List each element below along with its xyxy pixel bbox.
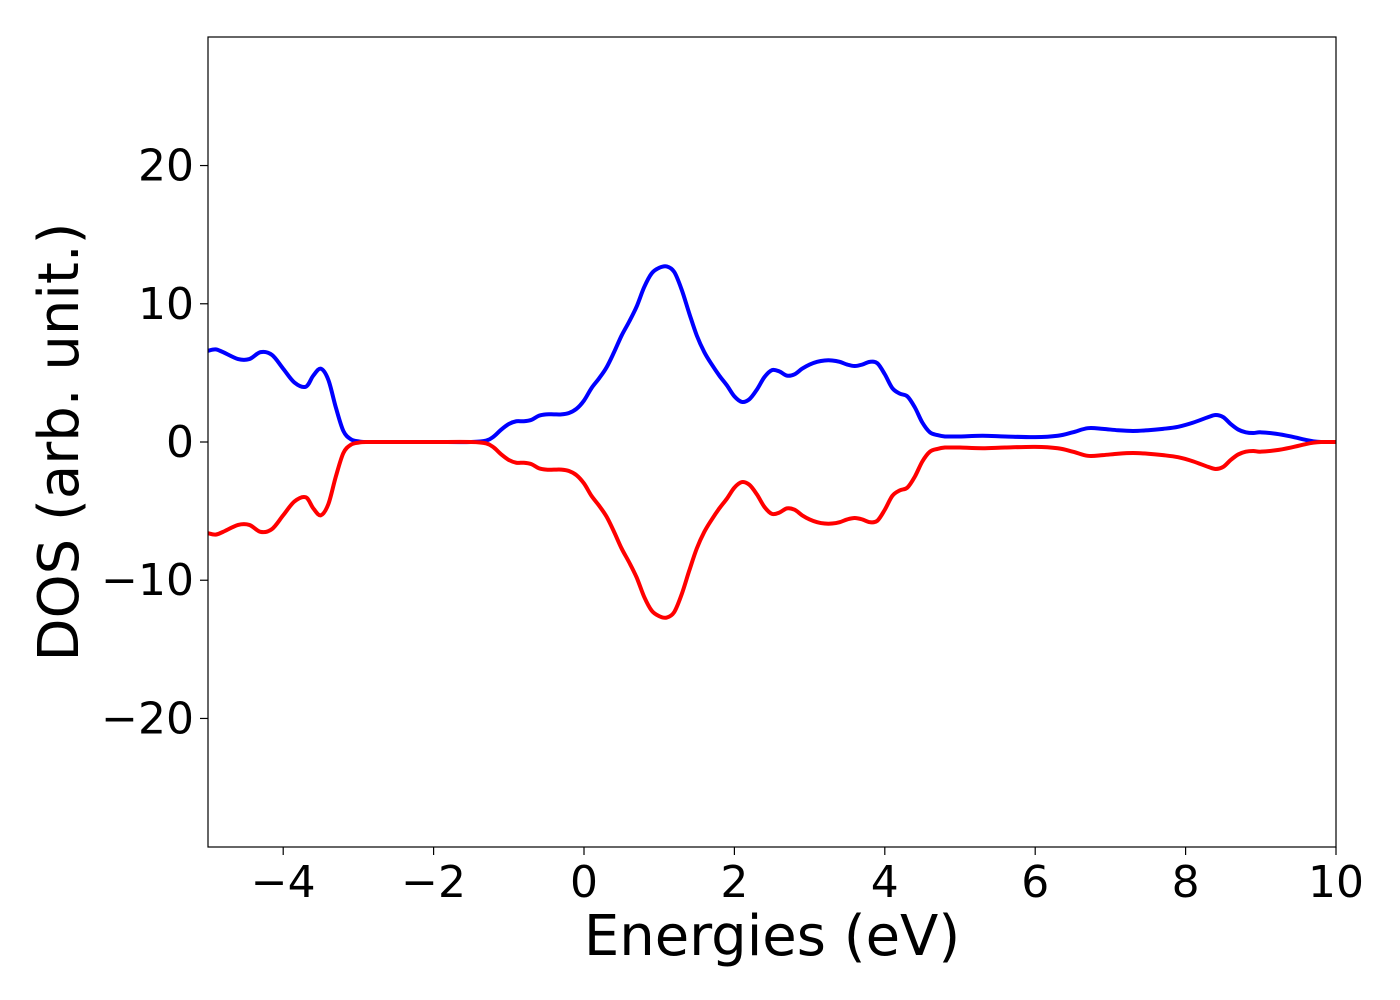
y-tick-label: 0 xyxy=(166,417,194,468)
y-tick-label: 20 xyxy=(138,141,194,192)
x-tick-label: 2 xyxy=(720,857,748,908)
x-tick-label: 8 xyxy=(1172,857,1200,908)
x-tick-label: 0 xyxy=(570,857,598,908)
y-axis: −20 −10 0 10 20 xyxy=(101,141,208,744)
series-layer xyxy=(208,264,1336,620)
y-tick-label: −20 xyxy=(101,693,194,744)
y-axis-title: DOS (arb. unit.) xyxy=(27,222,92,661)
x-tick-label: −2 xyxy=(401,857,466,908)
series-line-negative xyxy=(208,439,1336,620)
y-tick-label: −10 xyxy=(101,555,194,606)
x-tick-label: 4 xyxy=(871,857,899,908)
x-tick-label: 6 xyxy=(1021,857,1049,908)
x-tick-label: −4 xyxy=(251,857,316,908)
y-tick-label: 10 xyxy=(138,279,194,330)
x-axis: −4 −2 0 2 4 6 8 10 xyxy=(251,847,1364,908)
x-tick-label: 10 xyxy=(1308,857,1364,908)
x-axis-title: Energies (eV) xyxy=(584,904,960,969)
